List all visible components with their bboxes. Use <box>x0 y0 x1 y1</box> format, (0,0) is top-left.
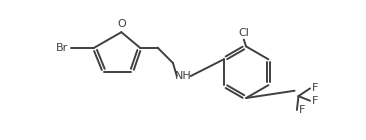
Text: F: F <box>312 96 319 106</box>
Text: NH: NH <box>175 71 192 81</box>
Text: F: F <box>312 83 319 93</box>
Text: Br: Br <box>56 43 68 53</box>
Text: O: O <box>117 19 126 29</box>
Text: Cl: Cl <box>238 28 249 38</box>
Text: F: F <box>299 105 306 115</box>
